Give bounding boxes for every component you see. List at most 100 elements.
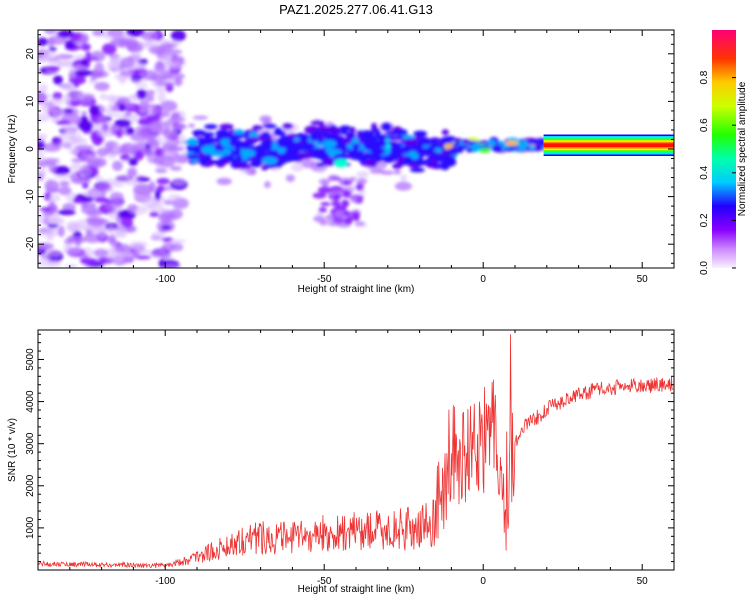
spectrogram-cell: [70, 162, 82, 172]
spectrogram-cell: [120, 57, 135, 69]
spectrogram-cell: [151, 120, 163, 126]
spectrogram-cell: [168, 194, 182, 201]
spectrogram-cell: [512, 146, 520, 150]
spectrogram-cell: [169, 39, 182, 46]
spectrogram-cell: [124, 111, 132, 117]
spectrogram-cell: [354, 221, 365, 226]
spectrogram-cell: [162, 129, 171, 139]
snr-axes: -100 -50 0 50 1000 2000 3000 4000 5000: [25, 330, 675, 587]
spectrogram-cell: [498, 141, 506, 146]
spectrogram-cell: [349, 176, 357, 182]
spectrogram-cell: [106, 252, 127, 263]
spectrogram-cell: [394, 181, 413, 191]
spectrogram-cell: [112, 200, 124, 207]
spectrogram-cell: [369, 168, 385, 174]
spectrogram-cell: [187, 123, 196, 128]
spectrogram-cell: [338, 130, 349, 135]
spectrogram-cell: [228, 139, 244, 148]
colorbar-tick-label: 0.2: [699, 213, 710, 227]
spectrogram-ytick-label: 20: [25, 48, 36, 60]
spectrogram-cell: [259, 144, 269, 149]
spectrogram-cell: [192, 129, 206, 136]
spectrogram-cell: [393, 169, 401, 175]
spectrogram-xtick-label: -50: [317, 274, 332, 285]
spectrogram-cell: [114, 119, 132, 128]
spectrogram-cell: [234, 147, 242, 157]
spectrogram-cell: [479, 140, 489, 145]
spectrogram-cell: [48, 47, 57, 52]
spectrogram-cell: [80, 149, 88, 162]
spectrogram-cell: [345, 184, 358, 191]
spectrogram-cell: [317, 186, 332, 194]
spectrogram-cell: [107, 154, 117, 159]
spectrogram-cell: [53, 174, 73, 180]
spectrogram-cell: [82, 190, 102, 198]
spectrogram-cell: [484, 142, 497, 146]
spectrogram-cell: [323, 140, 337, 148]
spectrogram-cell: [47, 194, 61, 202]
spectrogram-cell: [486, 140, 496, 144]
spectrogram-cell: [351, 137, 360, 146]
spectrogram-cell: [356, 171, 370, 179]
spectrogram-cell: [130, 132, 148, 142]
spectrogram-cell: [198, 152, 206, 158]
spectrogram-cell: [465, 148, 474, 153]
spectrogram-cell: [95, 175, 103, 182]
spectrogram-cell: [372, 144, 383, 149]
spectrogram-cell: [448, 147, 462, 152]
spectrogram-cell: [135, 84, 149, 89]
snr-ytick-label: 1000: [25, 516, 36, 539]
spectrogram-cell: [106, 30, 125, 38]
spectrogram-cell: [44, 30, 58, 35]
spectrogram-cell: [282, 123, 294, 130]
colorbar-tick-label: 0.8: [699, 70, 710, 84]
spectrogram-cell: [343, 210, 351, 217]
spectrogram-cell: [250, 168, 257, 176]
spectrogram-cell: [147, 134, 156, 147]
spectrogram-ytick-label: -10: [25, 189, 36, 204]
spectrogram-cell: [68, 135, 78, 146]
spectrogram-cell: [503, 148, 515, 152]
spectrogram-cell: [333, 138, 345, 146]
spectrogram-cell: [85, 154, 99, 161]
spectrogram-ytick-label: 10: [25, 95, 36, 107]
spectrogram-cell: [110, 181, 125, 188]
spectrogram-cell: [102, 32, 110, 39]
spectrogram-cell: [38, 84, 48, 93]
spectrogram-cell: [309, 132, 319, 142]
spectrogram-xtick-label: 50: [637, 274, 649, 285]
spectrogram-cell: [144, 41, 153, 50]
spectrogram-cell: [128, 157, 139, 166]
spectrogram-cell: [342, 190, 352, 198]
spectrogram-cell: [50, 250, 62, 257]
spectrogram-cell: [282, 149, 297, 154]
spectrogram-cell: [168, 116, 186, 123]
spectrogram-cell: [110, 37, 131, 48]
spectrogram-cell: [163, 199, 174, 205]
spectrogram-cell: [219, 123, 234, 130]
spectrogram-cell: [95, 181, 112, 192]
spectrogram-cell: [47, 218, 63, 225]
snr-xlabel: Height of straight line (km): [298, 584, 415, 595]
spectrogram-cell: [136, 89, 147, 100]
spectrogram-cell: [216, 177, 232, 186]
spectrogram-cell: [120, 216, 134, 228]
spectrogram-cell: [64, 263, 78, 268]
spectrogram-cell: [297, 151, 314, 160]
spectrogram-cell: [413, 130, 428, 138]
spectrogram-cell: [299, 140, 309, 147]
spectrogram-cell: [38, 50, 44, 59]
colorbar-tick-label: 0.4: [699, 165, 710, 179]
spectrogram-cell: [381, 154, 397, 163]
spectrogram-cell: [183, 139, 199, 145]
spectrogram-cell: [370, 122, 378, 131]
spectrogram-cell: [129, 241, 148, 248]
spectrogram-cell: [186, 154, 200, 160]
spectrogram-cell: [96, 127, 115, 138]
spectrogram-cell: [316, 211, 324, 217]
spectrogram-cell: [44, 180, 60, 192]
spectrogram-cell: [68, 147, 79, 155]
spectrogram-cell: [432, 154, 444, 162]
spectrogram-cell: [349, 126, 356, 134]
